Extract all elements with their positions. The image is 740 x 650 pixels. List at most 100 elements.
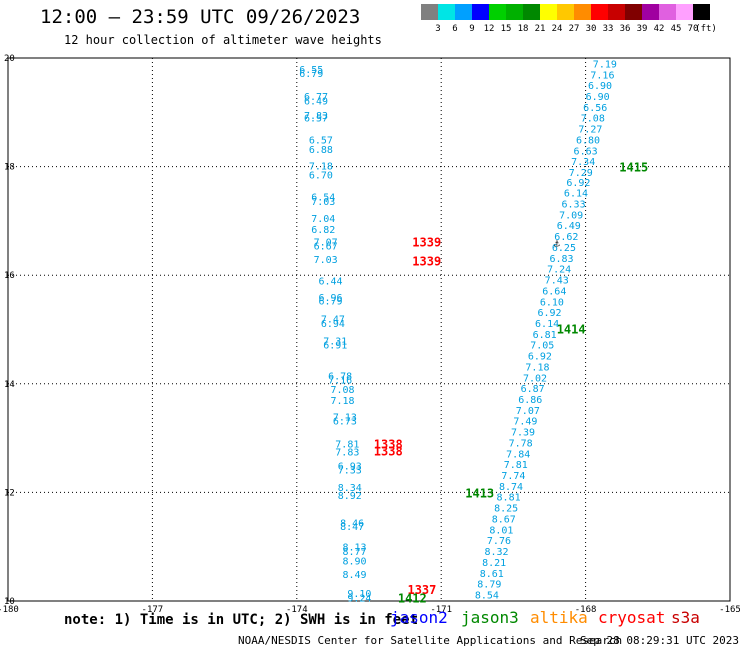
wave-height-point: 8.46 bbox=[340, 518, 364, 529]
wave-height-point: 8.81 bbox=[497, 493, 521, 504]
legend-swatch bbox=[472, 4, 489, 20]
wave-height-point: 8.32 bbox=[485, 547, 509, 558]
x-tick-label: -168 bbox=[575, 605, 597, 615]
y-tick-label: 20 bbox=[4, 54, 15, 64]
legend-swatch bbox=[421, 4, 438, 20]
legend-label: 21 bbox=[534, 24, 546, 34]
wave-height-point: 6.73 bbox=[333, 417, 357, 428]
wave-height-point: 6.62 bbox=[554, 232, 578, 243]
wave-height-point: 6.81 bbox=[533, 330, 557, 341]
time-label: 1413 bbox=[465, 486, 494, 500]
wave-height-point: 6.54 bbox=[311, 192, 335, 203]
legend-swatch bbox=[455, 4, 472, 20]
footer-note: note: 1) Time is in UTC; 2) SWH is in fe… bbox=[64, 612, 419, 628]
time-label: 1338 bbox=[374, 438, 403, 452]
satellite-altika: altika bbox=[530, 608, 588, 627]
wave-height-point: 9.10 bbox=[347, 589, 371, 600]
time-label: 1339 bbox=[412, 255, 441, 269]
wave-height-point: 7.39 bbox=[511, 428, 535, 439]
wave-height-point: 8.77 bbox=[343, 547, 367, 558]
wave-height-point: 7.18 bbox=[309, 162, 333, 173]
legend-swatch bbox=[693, 4, 710, 20]
wave-height-point: 7.19 bbox=[593, 59, 617, 70]
plot-axes: -180 -177 -174 -171 -168 -165 10 12 14 16 18 20 bbox=[0, 54, 740, 615]
wave-height-point: 7.76 bbox=[487, 536, 511, 547]
wave-height-point: 8.54 bbox=[475, 590, 499, 601]
wave-height-point: 8.13 bbox=[343, 543, 367, 554]
legend-label: 15 bbox=[500, 24, 512, 34]
wave-height-point: 6.87 bbox=[521, 384, 545, 395]
legend-label: 6 bbox=[452, 24, 458, 34]
wave-height-point: 6.57 bbox=[309, 135, 333, 146]
wave-height-point: 8.67 bbox=[492, 514, 516, 525]
legend-label: 12 bbox=[483, 24, 495, 34]
wave-height-point: 7.81 bbox=[335, 440, 359, 451]
wave-height-point: 7.81 bbox=[504, 460, 528, 471]
y-tick-label: 12 bbox=[4, 488, 15, 498]
y-tick-label: 18 bbox=[4, 163, 15, 173]
wave-height-point: 6.49 bbox=[557, 221, 581, 232]
page-subtitle: 12 hour collection of altimeter wave hei… bbox=[64, 33, 382, 47]
wave-height-point: 6.57 bbox=[304, 114, 328, 125]
wave-height-point: 6.33 bbox=[562, 200, 586, 211]
wave-height-point: 6.90 bbox=[588, 81, 612, 92]
time-label: 1338 bbox=[374, 445, 403, 459]
legend-label: 70 bbox=[687, 24, 699, 34]
page-title: 12:00 — 23:59 UTC 09/26/2023 bbox=[40, 6, 361, 28]
wave-height-point: 7.02 bbox=[523, 373, 547, 384]
wave-height-point: 6.14 bbox=[564, 189, 588, 200]
wave-height-point: 6.92 bbox=[537, 308, 561, 319]
legend-label: 36 bbox=[619, 24, 631, 34]
wave-height-point: 7.83 bbox=[335, 448, 359, 459]
wave-height-point: 8.61 bbox=[480, 569, 504, 580]
legend-label: 18 bbox=[517, 24, 529, 34]
wave-height-point: 7.49 bbox=[513, 417, 537, 428]
satellite-jason2: jason2 bbox=[390, 608, 448, 627]
wave-height-point: 6.92 bbox=[566, 178, 590, 189]
wave-height-point: 8.34 bbox=[338, 483, 362, 494]
legend-swatch bbox=[574, 4, 591, 20]
wave-height-point: 6.77 bbox=[304, 92, 328, 103]
legend-swatch bbox=[659, 4, 676, 20]
legend-label: 39 bbox=[636, 24, 648, 34]
x-tick-label: -177 bbox=[142, 605, 164, 615]
y-tick-label: 14 bbox=[4, 380, 15, 390]
wave-height-point: 7.18 bbox=[330, 396, 354, 407]
wave-height-point: 7.78 bbox=[509, 438, 533, 449]
time-label: 1337 bbox=[407, 583, 436, 597]
wave-height-point: 7.47 bbox=[321, 315, 345, 326]
wave-height-point: 7.18 bbox=[525, 362, 549, 373]
wave-height-point: 6.96 bbox=[318, 293, 342, 304]
satellite-cryosat: cryosat bbox=[598, 608, 666, 627]
legend-label: 3 bbox=[435, 24, 441, 34]
legend-swatch bbox=[676, 4, 693, 20]
wave-height-point: 8.01 bbox=[489, 525, 513, 536]
wave-height-points: 6.556.796.776.497.836.576.576.887.186.70… bbox=[299, 59, 617, 604]
wave-height-point: 7.04 bbox=[311, 214, 335, 225]
x-tick-label: -171 bbox=[430, 605, 452, 615]
x-tick-label: -165 bbox=[719, 605, 740, 615]
wave-height-point: 6.44 bbox=[318, 277, 342, 288]
wave-height-point: 8.74 bbox=[499, 482, 523, 493]
wave-height-point: 7.09 bbox=[559, 210, 583, 221]
x-tick-label: -174 bbox=[286, 605, 308, 615]
wave-height-point: 7.03 bbox=[311, 197, 335, 208]
wave-height-point: 7.16 bbox=[590, 70, 614, 81]
wave-height-point: 6.70 bbox=[309, 171, 333, 182]
time-label: 1412 bbox=[398, 591, 427, 605]
wave-height-point: 7.84 bbox=[506, 449, 530, 460]
time-label: 1415 bbox=[619, 161, 648, 175]
wave-height-point: 7.05 bbox=[530, 341, 554, 352]
wave-height-point: 7.27 bbox=[578, 125, 602, 136]
legend-label: 24 bbox=[551, 24, 563, 34]
wave-height-point: 6.91 bbox=[323, 341, 347, 352]
wave-height-point: 6.49 bbox=[304, 96, 328, 107]
wave-height-point: 8.79 bbox=[477, 580, 501, 591]
wave-height-point: 7.33 bbox=[338, 466, 362, 477]
wave-height-point: 6.93 bbox=[338, 461, 362, 472]
legend-label: 27 bbox=[568, 24, 580, 34]
wave-height-point: 7.03 bbox=[314, 255, 338, 266]
wave-height-point: 6.79 bbox=[299, 69, 323, 80]
legend-swatch bbox=[438, 4, 455, 20]
